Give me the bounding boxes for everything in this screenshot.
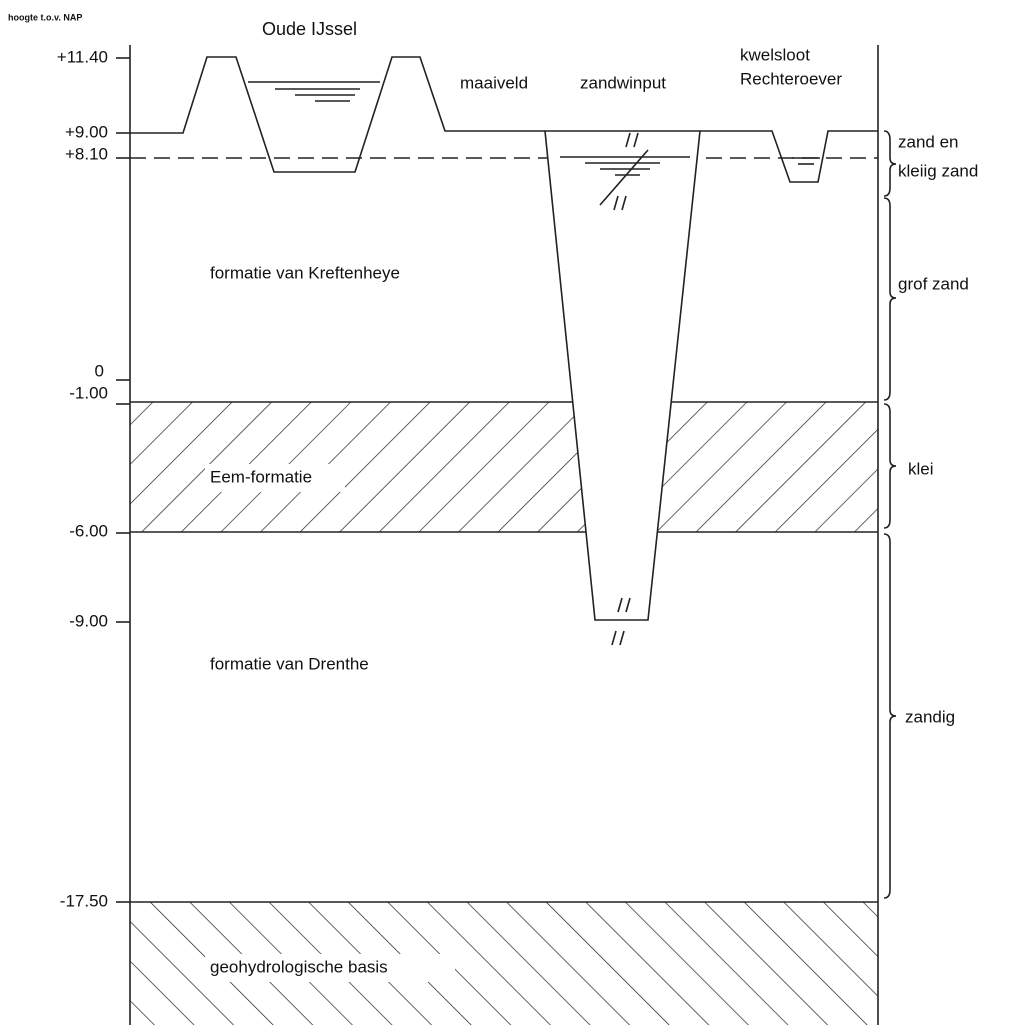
surface-profile [700,131,878,182]
layer-label: geohydrologische basis [210,957,388,976]
ditch-water [792,158,820,164]
braces [884,131,896,898]
cross-section: hoogte t.o.v. NAP Oude IJssel +11.40 +9.… [0,0,1011,1025]
axis-title: hoogte t.o.v. NAP [8,12,82,22]
soil-label: zand en [898,132,959,151]
elevation-label: +11.40 [57,47,108,66]
axis-ticks [116,58,130,902]
elevation-label: -1.00 [69,383,108,402]
elevation-label: -17.50 [60,891,108,910]
elevation-label: 0 [95,361,104,380]
column-label: Rechteroever [740,69,842,88]
layer-label: formatie van Drenthe [210,654,369,673]
soil-label: grof zand [898,274,969,293]
sand-pit [545,131,700,620]
layer-label: formatie van Kreftenheye [210,263,400,282]
column-label: kwelsloot [740,45,810,64]
soil-label: klei [908,459,934,478]
elevation-label: -6.00 [69,521,108,540]
river-water [248,82,380,101]
elevation-label: -9.00 [69,611,108,630]
soil-label: zandig [905,707,955,726]
column-label: zandwinput [580,73,666,92]
elevation-label: +9.00 [65,122,108,141]
river-label: Oude IJssel [262,19,357,39]
elevation-label: +8.10 [65,144,108,163]
column-label: maaiveld [460,73,528,92]
layer-label: Eem-formatie [210,467,312,486]
soil-label: kleiig zand [898,161,978,180]
